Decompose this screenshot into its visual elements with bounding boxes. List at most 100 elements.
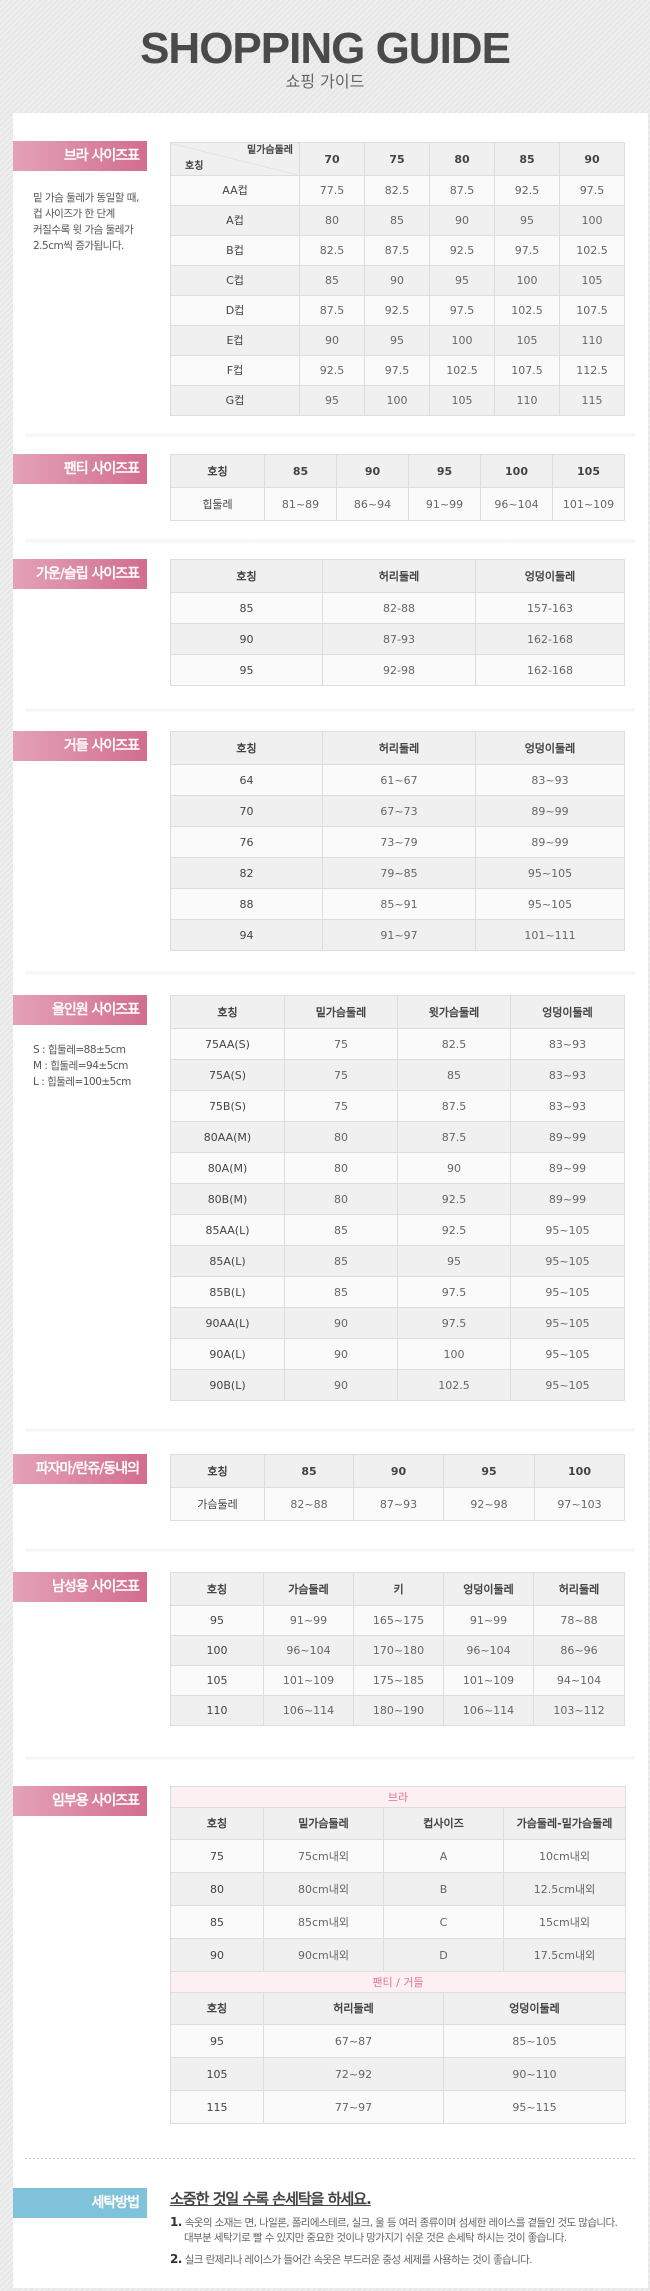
table-cell: D	[383, 1938, 504, 1972]
table-cell: 10cm내외	[503, 1839, 626, 1873]
table-row: 80 80cm내외 B 12.5cm내외	[170, 1872, 626, 1906]
table-row: 75A(S) 75 85 83~93	[170, 1059, 625, 1091]
table-row: 85B(L) 85 97.5 95~105	[170, 1276, 625, 1308]
header-row: 호칭 85 90 95 100	[170, 1454, 625, 1488]
table-cell: 95	[299, 385, 365, 416]
table-cell: 101~111	[475, 919, 625, 951]
table-row: 95 92-98 162-168	[170, 654, 625, 686]
table-cell: 90	[284, 1307, 398, 1339]
column-header: 밑가슴둘레	[263, 1807, 384, 1840]
section-label-men: 남성용 사이즈표	[13, 1572, 147, 1602]
table-cell: 95~105	[510, 1245, 625, 1277]
column-header: 호칭	[170, 731, 323, 765]
table-cell: 81~89	[264, 487, 337, 521]
table-cell: 75cm내외	[263, 1839, 384, 1873]
table-row: 80AA(M) 80 87.5 89~99	[170, 1121, 625, 1153]
item-number: 2.	[170, 2252, 182, 2266]
table-cell: 91~99	[263, 1605, 354, 1636]
section-label-gown: 가운/슬립 사이즈표	[13, 559, 147, 589]
corner-bottom-label: 호칭	[185, 161, 204, 172]
section-label-pajama: 파자마/란쥬/동내의	[13, 1454, 147, 1484]
column-header: 허리둘레	[322, 559, 476, 593]
table-cell: 64	[170, 764, 323, 796]
header-row: 호칭 밑가슴둘레 윗가슴둘레 엉덩이둘레	[170, 995, 625, 1029]
divider	[25, 1427, 635, 1433]
header-row: 호칭 가슴둘레 키 엉덩이둘레 허리둘레	[170, 1572, 625, 1606]
table-cell: 83~93	[510, 1090, 625, 1122]
table-cell: 105	[429, 385, 495, 416]
column-header: 85	[264, 454, 337, 488]
column-header: 85	[494, 142, 560, 176]
table-cell: 75AA(S)	[170, 1028, 285, 1060]
column-header: 95	[443, 1454, 535, 1488]
table-cell: 82.5	[299, 235, 365, 266]
allinone-note: S : 힙둘레=88±5cm M : 힙둘레=94±5cm L : 힙둘레=10…	[33, 1042, 163, 1090]
divider	[25, 538, 635, 544]
table-cell: 75	[284, 1028, 398, 1060]
table-cell: 90A(L)	[170, 1338, 285, 1370]
table-cell: 89~99	[510, 1121, 625, 1153]
column-header: 허리둘레	[263, 1992, 444, 2025]
table-cell: 92.5	[364, 295, 430, 326]
table-cell: 80	[284, 1152, 398, 1184]
table-row: 76 73~79 89~99	[170, 826, 625, 858]
table-cell: 89~99	[510, 1183, 625, 1215]
table-row: 95 67~87 85~105	[170, 2024, 626, 2058]
table-cell: 89~99	[475, 826, 625, 858]
table-cell: 85	[284, 1214, 398, 1246]
table-row: 90AA(L) 90 97.5 95~105	[170, 1307, 625, 1339]
table-cell: 83~93	[475, 764, 625, 796]
table-cell: 96~104	[480, 487, 553, 521]
table-cell: 90	[397, 1152, 511, 1184]
table-cell: 95	[364, 325, 430, 356]
table-cell: 75A(S)	[170, 1059, 285, 1091]
table-cell: 110	[494, 385, 560, 416]
table-cell: 90	[284, 1338, 398, 1370]
table-cell: 85	[170, 1905, 264, 1939]
table-cell: 95	[170, 1605, 264, 1636]
column-header: 105	[552, 454, 625, 488]
table-cell: 85AA(L)	[170, 1214, 285, 1246]
table-cell: B컵	[170, 235, 300, 266]
table-cell: 92.5	[397, 1183, 511, 1215]
table-cell: AA컵	[170, 175, 300, 206]
table-cell: C컵	[170, 265, 300, 296]
table-cell: 105	[170, 1665, 264, 1696]
column-header: 호칭	[170, 1807, 264, 1840]
table-cell: E컵	[170, 325, 300, 356]
column-header: 가슴둘레	[263, 1572, 354, 1606]
table-cell: 107.5	[494, 355, 560, 386]
note-line: 2.5cm씩 증가됩니다.	[33, 240, 124, 252]
table-cell: F컵	[170, 355, 300, 386]
section-label-bra: 브라 사이즈표	[13, 141, 147, 171]
table-cell: 82.5	[397, 1028, 511, 1060]
washing-item-2: 2. 실크 란제리나 레이스가 들어간 속옷은 부드러운 중성 세제를 사용하는 …	[170, 2252, 635, 2268]
column-header: 95	[408, 454, 481, 488]
table-cell: B	[383, 1872, 504, 1906]
table-cell: 105	[170, 2057, 264, 2091]
table-cell: 92.5	[397, 1214, 511, 1246]
table-row: 100 96~104 170~180 96~104 86~96	[170, 1635, 625, 1666]
table-cell: 75	[284, 1090, 398, 1122]
table-cell: 101~109	[552, 487, 625, 521]
table-cell: A	[383, 1839, 504, 1873]
table-cell: 180~190	[353, 1695, 444, 1726]
table-cell: 86~94	[336, 487, 409, 521]
panty-size-table: 호칭 85 90 95 100 105 힙둘레 81~89 86~94 91~99 96~104 10…	[170, 454, 625, 521]
note-line: L : 힙둘레=100±5cm	[33, 1076, 131, 1088]
table-row: 105 101~109 175~185 101~109 94~104	[170, 1665, 625, 1696]
table-cell: 102.5	[494, 295, 560, 326]
girdle-size-table: 호칭 허리둘레 엉덩이둘레 64 61~67 83~93 70 67~73 89~99 76 73~…	[170, 731, 625, 951]
table-cell: 92~98	[443, 1487, 535, 1521]
table-cell: 95	[397, 1245, 511, 1277]
table-row: 90B(L) 90 102.5 95~105	[170, 1369, 625, 1401]
table-row: 80B(M) 80 92.5 89~99	[170, 1183, 625, 1215]
table-cell: 87.5	[397, 1121, 511, 1153]
table-cell: 96~104	[263, 1635, 354, 1666]
column-header: 허리둘레	[533, 1572, 625, 1606]
table-cell: 100	[429, 325, 495, 356]
table-row: 75AA(S) 75 82.5 83~93	[170, 1028, 625, 1060]
table-cell: 92-98	[322, 654, 476, 686]
table-row: 70 67~73 89~99	[170, 795, 625, 827]
table-row: F컵 92.5 97.5 102.5 107.5 112.5	[170, 355, 625, 386]
